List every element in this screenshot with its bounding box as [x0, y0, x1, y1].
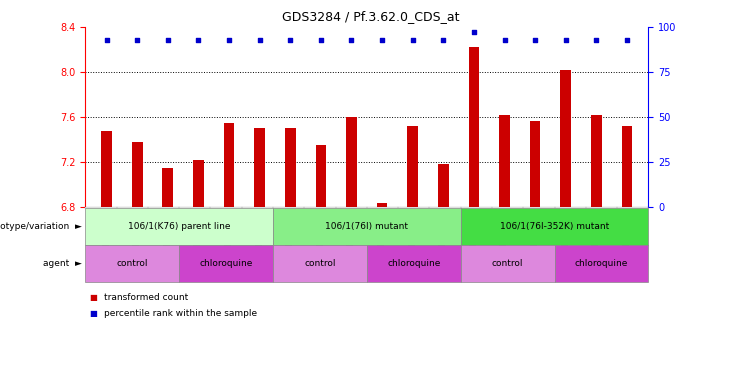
Bar: [285, 128, 296, 207]
Point: [253, 36, 265, 43]
Text: chloroquine: chloroquine: [387, 259, 440, 268]
Text: control: control: [492, 259, 523, 268]
Bar: [346, 117, 357, 207]
Text: percentile rank within the sample: percentile rank within the sample: [104, 309, 257, 318]
Bar: [102, 131, 112, 207]
Point: [437, 36, 449, 43]
Bar: [376, 203, 388, 207]
Bar: [468, 47, 479, 207]
Text: ■: ■: [89, 293, 97, 302]
Point: [162, 36, 174, 43]
Bar: [591, 115, 602, 207]
Text: GDS3284 / Pf.3.62.0_CDS_at: GDS3284 / Pf.3.62.0_CDS_at: [282, 10, 459, 23]
Text: transformed count: transformed count: [104, 293, 188, 302]
Point: [285, 36, 296, 43]
Point: [621, 36, 633, 43]
Bar: [254, 128, 265, 207]
Bar: [193, 160, 204, 207]
Text: agent  ►: agent ►: [43, 259, 82, 268]
Text: control: control: [116, 259, 148, 268]
Point: [407, 36, 419, 43]
Point: [345, 36, 357, 43]
Bar: [132, 142, 142, 207]
Text: chloroquine: chloroquine: [575, 259, 628, 268]
Text: genotype/variation  ►: genotype/variation ►: [0, 222, 82, 231]
Bar: [530, 121, 540, 207]
Point: [376, 36, 388, 43]
Point: [223, 36, 235, 43]
Bar: [408, 126, 418, 207]
Bar: [622, 126, 632, 207]
Point: [468, 29, 480, 35]
Point: [101, 36, 113, 43]
Point: [499, 36, 511, 43]
Text: ■: ■: [89, 309, 97, 318]
Text: 106/1(76I-352K) mutant: 106/1(76I-352K) mutant: [500, 222, 609, 231]
Bar: [224, 123, 234, 207]
Bar: [162, 168, 173, 207]
Text: control: control: [304, 259, 336, 268]
Bar: [316, 145, 326, 207]
Point: [193, 36, 205, 43]
Text: 106/1(K76) parent line: 106/1(K76) parent line: [128, 222, 230, 231]
Text: chloroquine: chloroquine: [199, 259, 253, 268]
Point: [559, 36, 571, 43]
Point: [131, 36, 143, 43]
Point: [315, 36, 327, 43]
Bar: [499, 115, 510, 207]
Bar: [438, 164, 448, 207]
Bar: [560, 70, 571, 207]
Point: [591, 36, 602, 43]
Point: [529, 36, 541, 43]
Text: 106/1(76I) mutant: 106/1(76I) mutant: [325, 222, 408, 231]
